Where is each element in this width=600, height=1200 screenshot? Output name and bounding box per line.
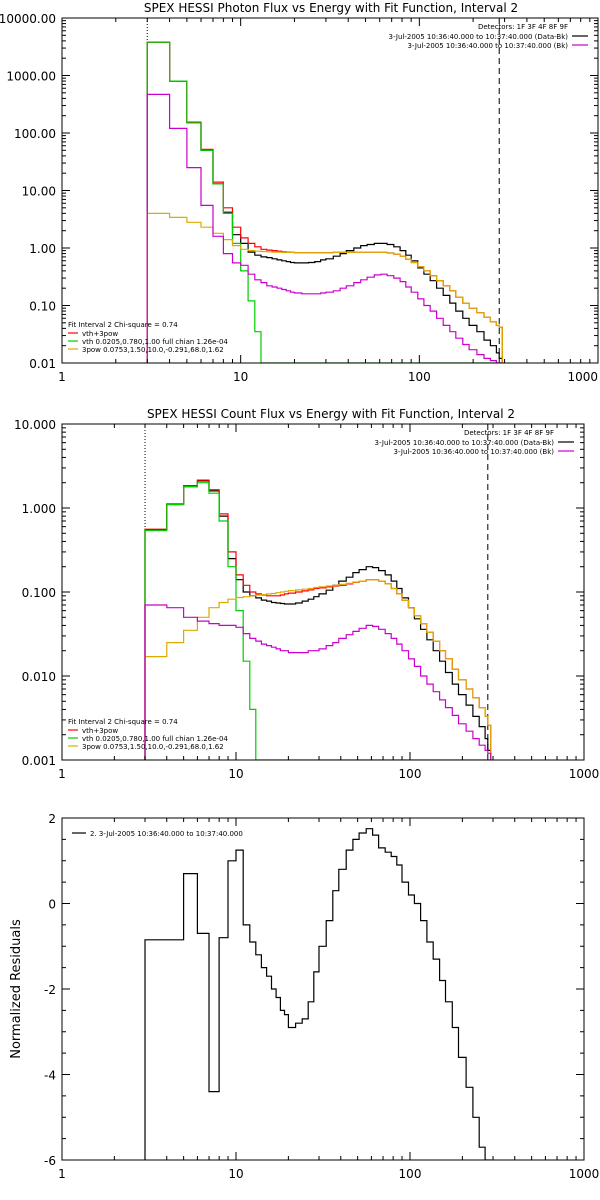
x-tick-label: 100 [408,370,431,384]
chart-3: 1 10 100 1000 -6 -4 -2 0 2 Normalized Residuals 2.… [9,812,599,1181]
legend-entry-label: 3-Jul-2005 10:36:40.000 to 10:37:40.000 … [389,33,569,41]
plot-frame [61,423,585,761]
legend-entry-label: 3-Jul-2005 10:36:40.000 to 10:37:40.000 … [408,42,569,50]
y-tick-label: 10.00 [22,185,56,199]
y-tick-label: 0.10 [29,300,56,314]
legend-entry-label: vth+3pow [82,727,118,735]
y-tick-label: 0.01 [29,357,56,371]
y-tick-label: 0.100 [22,586,56,600]
legend-entry-label: vth 0.0205,0.780,1.00 full chian 1.26e-0… [82,338,228,346]
legend-entry-label: 3pow 0.0753,1.50,10.0,-0.291,68.0,1.62 [82,346,224,354]
plot-frame [61,817,585,1161]
legend-entry-label: 2. 3-Jul-2005 10:36:40.000 to 10:37:40.0… [90,830,243,838]
chart-title: SPEX HESSI Count Flux vs Energy with Fit… [147,407,515,421]
y-tick-label: 1.00 [29,242,56,256]
y-tick-label: 10.000 [14,418,56,432]
y-tick-label: 0.010 [22,670,56,684]
y-tick-label: 10000.00 [0,12,56,26]
series-line-5 [144,604,492,760]
legend-title: Fit Interval 2 Chi-square = 0.74 [68,321,178,329]
chart-1: 1 10 100 1000 0.01 0.10 1.00 10.00 100.00 1000.00… [0,1,599,384]
legend-entry-label: 3-Jul-2005 10:36:40.000 to 10:37:40.000 … [394,448,555,456]
y-tick-label: 100.00 [14,127,56,141]
x-tick-label: 100 [399,767,422,781]
legend-entry-label: 3-Jul-2005 10:36:40.000 to 10:37:40.000 … [375,439,555,447]
x-tick-label: 1000 [567,370,598,384]
series-line-3 [146,41,503,363]
y-tick-label: 0.001 [22,754,56,768]
legend-entry-label: vth 0.0205,0.780,1.00 full chian 1.26e-0… [82,735,228,743]
y-axis-label: Normalized Residuals [9,919,24,1059]
x-tick-label: 1000 [569,767,600,781]
series-line-1 [144,828,492,1160]
x-tick-label: 10 [228,767,243,781]
legend-title: Detectors: 1F 3F 4F 8F 9F [478,23,568,31]
plot-frame [61,17,599,364]
legend-title: Fit Interval 2 Chi-square = 0.74 [68,718,178,726]
y-tick-label: 2 [48,812,56,826]
x-tick-label: 100 [399,1167,422,1181]
series-line-1 [144,480,492,760]
y-tick-label: 1.000 [22,502,56,516]
legend-entry-label: 3pow 0.0753,1.50,10.0,-0.291,68.0,1.62 [82,743,224,751]
chart-title: SPEX HESSI Photon Flux vs Energy with Fi… [144,1,518,15]
x-tick-label: 10 [228,1167,243,1181]
y-tick-label: -2 [44,983,56,997]
y-tick-label: -6 [44,1154,56,1168]
x-tick-label: 1000 [569,1167,600,1181]
legend-title: Detectors: 1F 3F 4F 8F 9F [464,429,554,437]
x-tick-label: 1 [58,1167,66,1181]
y-tick-label: -4 [44,1069,56,1083]
x-tick-label: 10 [233,370,248,384]
x-tick-label: 1 [58,767,66,781]
series-line-5 [146,93,503,363]
legend-entry-label: vth+3pow [82,330,118,338]
chart-2: 1 10 100 1000 0.001 0.010 0.100 1.000 10.000 SPEX… [14,407,599,781]
series-line-4 [146,212,503,363]
y-tick-label: 0 [48,898,56,912]
x-tick-label: 1 [58,370,66,384]
series-line-4 [144,579,492,760]
y-tick-label: 1000.00 [6,70,56,84]
series-line-3 [144,482,492,760]
